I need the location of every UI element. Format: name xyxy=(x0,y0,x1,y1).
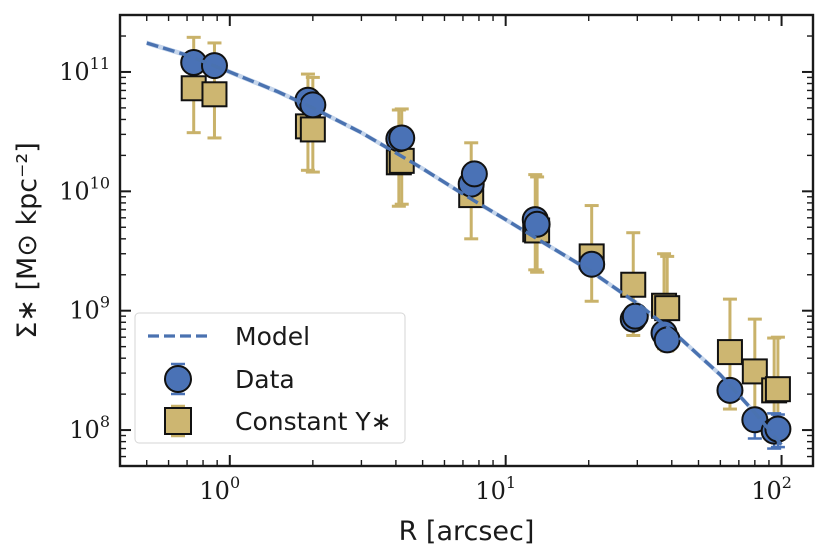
y-axis-label: Σ∗ [M⊙ kpc⁻²] xyxy=(12,142,43,339)
legend: Model Data Constant Υ∗ xyxy=(134,312,406,444)
legend-const-label: Constant Υ∗ xyxy=(235,407,392,436)
constant-point xyxy=(764,376,791,403)
constant-point xyxy=(716,339,743,366)
data-point xyxy=(621,302,649,330)
legend-model-label: Model xyxy=(235,322,310,351)
x-tick-label: 102 xyxy=(751,473,792,505)
model-curve xyxy=(146,41,783,447)
x-tick-label: 101 xyxy=(475,473,516,505)
constant-point xyxy=(201,81,228,108)
data-point xyxy=(388,124,416,152)
markers xyxy=(180,49,792,450)
constant-point xyxy=(620,271,647,298)
data-point xyxy=(653,326,681,354)
labels: 100 101 102 108 109 1010 1011 R [arcsec] Σ∗ [M⊙ … xyxy=(12,54,792,547)
legend-const-marker xyxy=(164,407,192,435)
constant-point xyxy=(654,295,681,322)
y-tick-label: 109 xyxy=(69,293,110,325)
data-point xyxy=(523,210,551,238)
data-point xyxy=(716,376,744,404)
data-point xyxy=(299,91,327,119)
x-axis-label: R [arcsec] xyxy=(399,516,535,547)
y-tick-label: 108 xyxy=(69,412,110,444)
y-tick-label: 1010 xyxy=(59,173,110,205)
model-line xyxy=(146,41,783,447)
x-tick-label: 100 xyxy=(199,473,240,505)
legend-data-label: Data xyxy=(235,365,295,394)
plot-frame xyxy=(118,13,815,468)
constant-point xyxy=(299,116,326,143)
legend-box xyxy=(134,312,406,444)
legend-data-marker xyxy=(164,365,192,393)
data-point xyxy=(460,160,488,188)
ticks xyxy=(119,14,813,467)
y-tick-label: 1011 xyxy=(59,54,110,86)
